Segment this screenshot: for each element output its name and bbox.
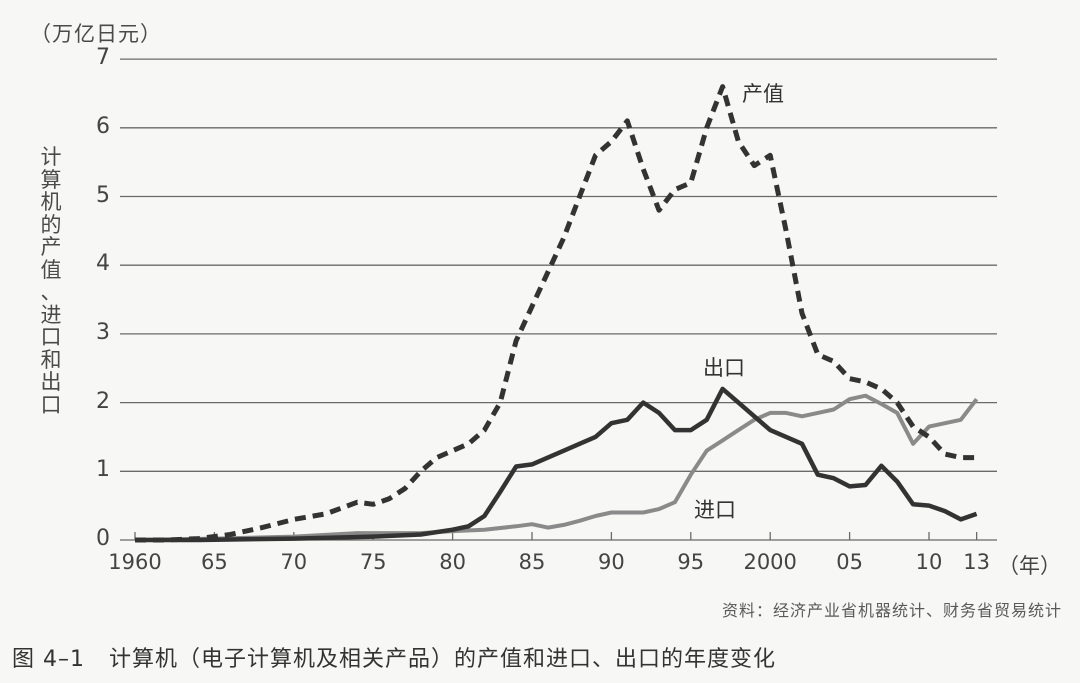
y-axis-title: 计算机的产值、进口和出口 — [38, 146, 64, 416]
y-tick-label: 3 — [96, 319, 110, 345]
y-tick-label: 6 — [96, 113, 110, 139]
y-axis-title-char: 计 — [40, 145, 62, 169]
y-tick-label: 1 — [96, 457, 110, 483]
export-series-label: 出口 — [703, 356, 745, 380]
y-axis-title-char: 出 — [40, 370, 62, 394]
y-axis-title-char: 产 — [40, 235, 62, 259]
x-tick-label: 2000 — [743, 550, 797, 574]
series-production-line — [135, 84, 977, 543]
series-export-line — [135, 386, 978, 543]
source-note: 资料：经济产业省机器统计、财务省贸易统计 — [721, 601, 1062, 620]
y-axis-title-char: 、 — [40, 280, 62, 304]
y-axis-title-char: 口 — [40, 325, 62, 349]
x-tick-label: 10 — [915, 550, 943, 574]
caption-text: 计算机（电子计算机及相关产品）的产值和进口、出口的年度变化 — [109, 647, 777, 672]
figure-caption: 图 4–1 计算机（电子计算机及相关产品）的产值和进口、出口的年度变化 — [12, 641, 776, 673]
y-tick-label: 2 — [96, 388, 110, 414]
production-series-label: 产值 — [742, 82, 784, 106]
y-unit-label: （万亿日元） — [30, 22, 162, 46]
y-tick-label: 7 — [96, 45, 110, 71]
x-tick-label: 70 — [280, 550, 308, 574]
import-series-label: 进口 — [694, 498, 736, 522]
x-tick-label: 85 — [518, 550, 546, 574]
y-axis-title-char: 和 — [40, 347, 62, 372]
x-tick-label: 90 — [598, 550, 625, 574]
x-tick-label: 75 — [359, 550, 387, 574]
series-import-line — [134, 393, 979, 542]
y-axis-title-char: 的 — [40, 212, 62, 237]
y-axis-title-char: 进 — [40, 302, 62, 327]
figure-number: 图 4–1 — [12, 647, 85, 672]
y-axis-title-char: 机 — [40, 190, 62, 214]
y-tick-label: 0 — [96, 526, 110, 551]
x-tick-label: 13 — [963, 550, 990, 574]
x-tick-label: 1960 — [108, 550, 162, 574]
y-tick-label: 5 — [96, 182, 110, 208]
x-tick-label: 95 — [677, 550, 705, 574]
x-tick-label: 80 — [439, 550, 466, 574]
y-axis-title-char: 算 — [40, 167, 62, 192]
y-tick-label: 4 — [96, 251, 110, 277]
y-axis-title-char: 值 — [40, 257, 62, 282]
x-unit-label: （年） — [998, 554, 1061, 578]
y-axis-title-char: 口 — [40, 392, 62, 417]
x-tick-label: 05 — [836, 550, 863, 574]
x-tick-label: 65 — [201, 550, 228, 574]
